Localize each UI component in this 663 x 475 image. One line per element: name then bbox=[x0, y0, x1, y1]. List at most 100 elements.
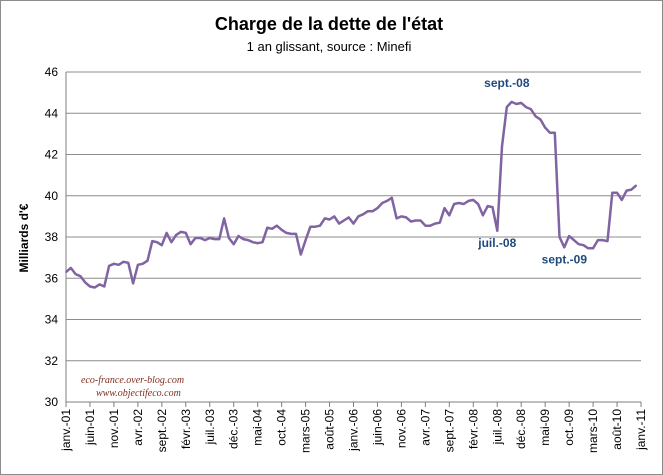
series-line bbox=[65, 100, 638, 289]
y-tick-label: 38 bbox=[45, 230, 59, 244]
data-point bbox=[539, 118, 542, 121]
data-point bbox=[98, 283, 101, 286]
data-point bbox=[491, 206, 494, 208]
data-point bbox=[414, 219, 417, 222]
data-point bbox=[625, 189, 628, 192]
data-point bbox=[410, 220, 412, 223]
data-point bbox=[376, 207, 379, 209]
data-point bbox=[429, 224, 431, 227]
data-point bbox=[611, 191, 614, 194]
data-point bbox=[573, 239, 575, 241]
data-point bbox=[208, 237, 211, 239]
data-point bbox=[362, 213, 364, 216]
data-point bbox=[165, 232, 168, 234]
x-tick-label: févr.-08 bbox=[466, 409, 480, 449]
data-point bbox=[93, 286, 96, 289]
data-point bbox=[347, 216, 350, 219]
data-point bbox=[501, 145, 503, 148]
data-point bbox=[424, 224, 427, 227]
data-point bbox=[84, 281, 86, 284]
data-point bbox=[285, 232, 288, 234]
data-point bbox=[271, 227, 273, 230]
annotation-label: juil.-08 bbox=[477, 236, 516, 250]
data-point bbox=[304, 239, 307, 241]
x-tick-label: oct.-09 bbox=[562, 409, 576, 446]
y-tick-label: 30 bbox=[45, 395, 59, 409]
data-point bbox=[247, 239, 249, 241]
data-point bbox=[223, 217, 225, 220]
data-point bbox=[108, 265, 110, 267]
data-point bbox=[621, 199, 623, 201]
x-tick-label: sept.-02 bbox=[155, 409, 169, 453]
data-point bbox=[237, 235, 240, 237]
data-point bbox=[419, 219, 422, 222]
data-point bbox=[616, 191, 618, 194]
data-point bbox=[213, 238, 216, 240]
data-point bbox=[343, 219, 345, 222]
data-point bbox=[438, 221, 441, 224]
data-point bbox=[184, 232, 187, 234]
data-point bbox=[486, 205, 489, 207]
y-axis-title: Milliards d'€ bbox=[17, 203, 31, 272]
data-point bbox=[218, 238, 221, 240]
data-point bbox=[141, 263, 144, 265]
series bbox=[65, 100, 638, 289]
data-point bbox=[472, 199, 475, 201]
data-point bbox=[635, 184, 638, 187]
data-point bbox=[252, 241, 254, 243]
data-point bbox=[256, 242, 259, 244]
data-point bbox=[515, 103, 518, 105]
x-tick-label: janv.-01 bbox=[59, 409, 73, 452]
data-point bbox=[266, 226, 269, 229]
data-point bbox=[103, 285, 106, 288]
data-point bbox=[549, 132, 551, 134]
credit-line-1: eco-france.over-blog.com bbox=[81, 375, 184, 386]
data-point bbox=[170, 241, 173, 243]
data-point bbox=[127, 261, 130, 264]
x-tick-label: oct.-04 bbox=[275, 409, 289, 446]
x-tick-label: janv.-11 bbox=[634, 409, 648, 451]
data-point bbox=[386, 200, 388, 202]
data-point bbox=[520, 102, 523, 104]
data-point bbox=[453, 203, 455, 205]
data-point bbox=[261, 241, 264, 243]
data-point bbox=[577, 243, 580, 246]
data-point bbox=[161, 244, 163, 247]
data-point bbox=[290, 233, 293, 235]
data-point bbox=[180, 231, 182, 233]
data-point bbox=[587, 247, 590, 250]
data-point bbox=[156, 241, 158, 243]
annotations: sept.-08 juil.-08 sept.-09 bbox=[477, 76, 587, 266]
data-point bbox=[352, 222, 355, 225]
data-point bbox=[175, 234, 178, 236]
x-tick-label: juil.-08 bbox=[490, 409, 504, 446]
data-point bbox=[601, 239, 604, 241]
data-point bbox=[309, 225, 312, 228]
x-tick-label: juin-06 bbox=[370, 409, 384, 446]
data-point bbox=[544, 126, 546, 129]
data-point bbox=[496, 230, 499, 232]
data-point bbox=[448, 214, 451, 217]
data-point bbox=[146, 259, 149, 262]
chart-subtitle: 1 an glissant, source : Minefi bbox=[247, 39, 412, 54]
y-tick-label: 44 bbox=[45, 106, 59, 120]
data-point bbox=[65, 271, 67, 273]
chart-title: Charge de la dette de l'état bbox=[215, 14, 443, 34]
data-point bbox=[534, 115, 537, 118]
y-tick-label: 34 bbox=[45, 313, 59, 327]
data-point bbox=[391, 197, 393, 199]
data-point bbox=[323, 217, 326, 220]
data-point bbox=[89, 285, 91, 288]
data-point bbox=[592, 247, 594, 250]
data-point bbox=[189, 243, 192, 246]
data-point bbox=[295, 233, 297, 235]
data-point bbox=[529, 108, 532, 110]
x-tick-label: août-05 bbox=[323, 409, 337, 450]
data-point bbox=[314, 225, 316, 228]
x-tick-label: mars-05 bbox=[299, 409, 313, 453]
data-point bbox=[568, 235, 570, 237]
data-point bbox=[510, 101, 513, 103]
data-point bbox=[381, 202, 384, 204]
y-tick-label: 46 bbox=[45, 65, 59, 79]
